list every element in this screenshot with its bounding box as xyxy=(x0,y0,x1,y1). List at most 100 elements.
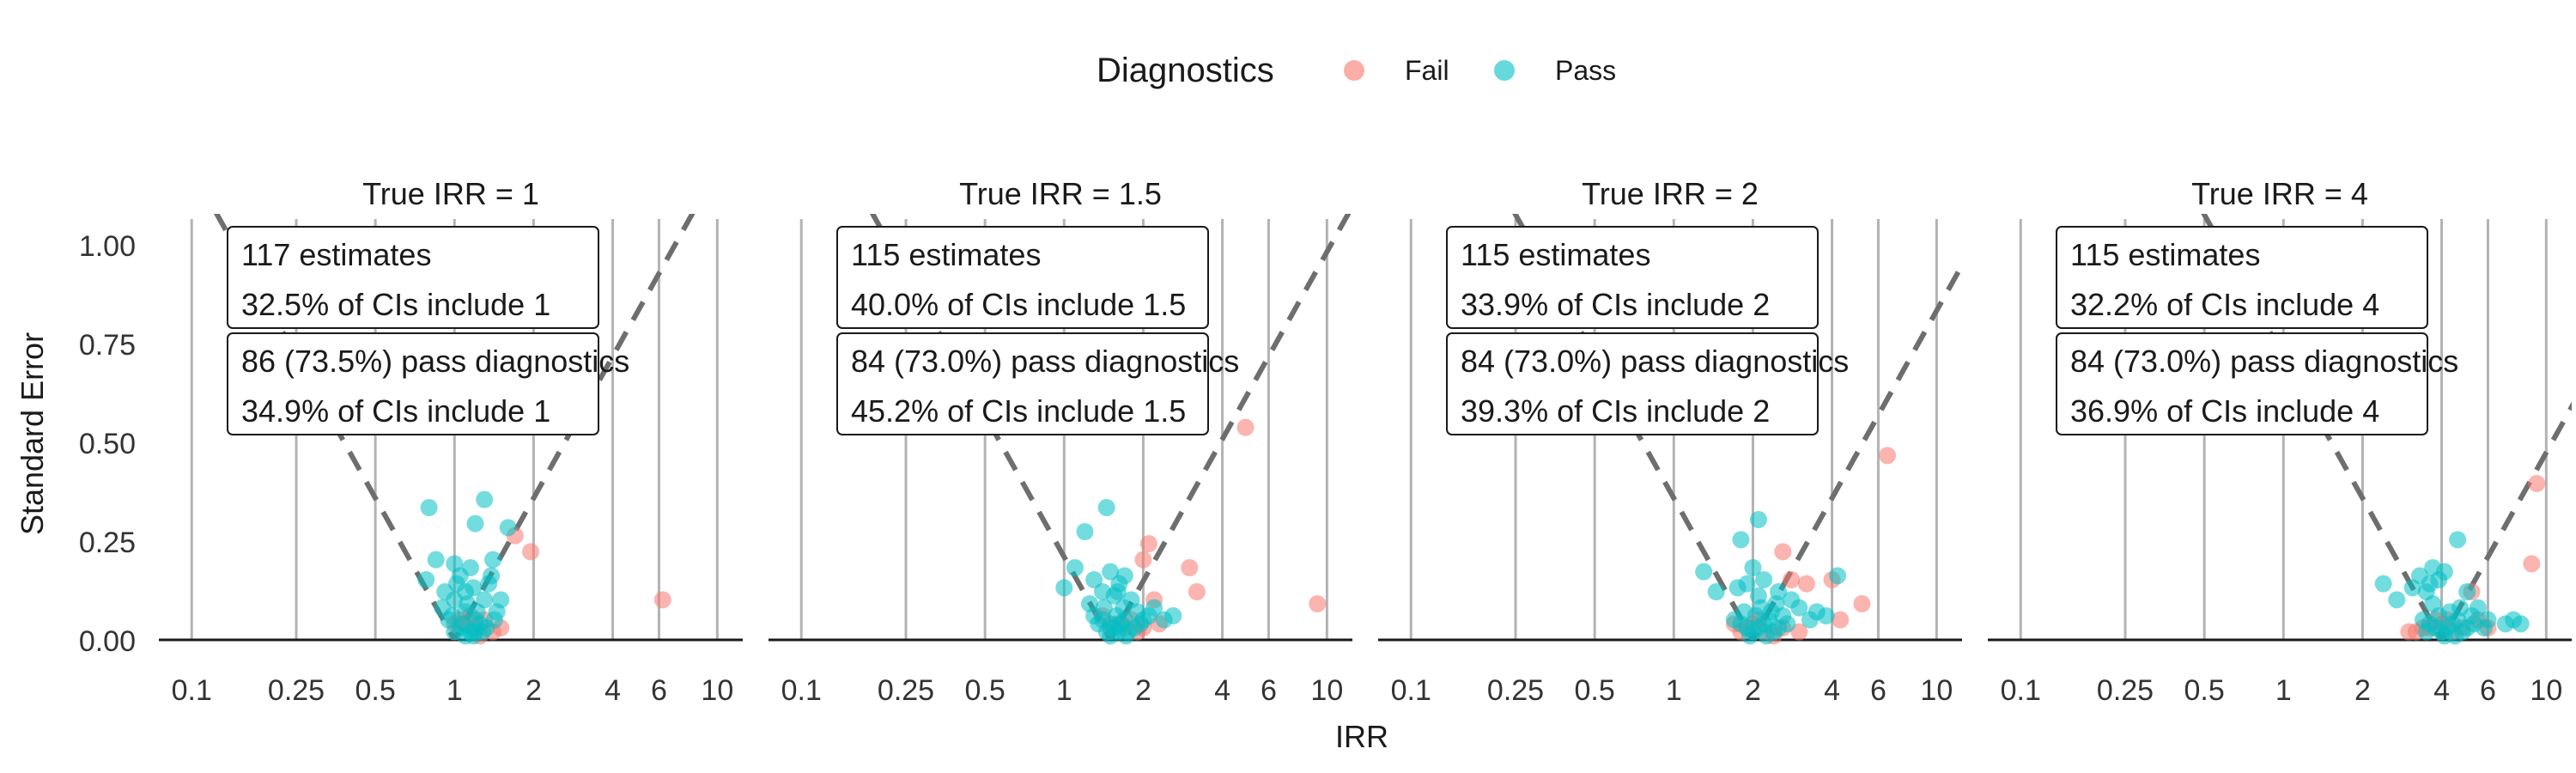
fail-point xyxy=(1853,595,1871,612)
annotation-pass-diagnostics: 84 (73.0%) pass diagnostics 45.2% of CIs … xyxy=(836,332,1239,435)
pass-point xyxy=(1097,499,1115,516)
annotation-line: 117 estimates xyxy=(241,237,431,272)
legend-pass-swatch xyxy=(1494,60,1515,81)
pass-point xyxy=(2446,627,2464,645)
pass-point xyxy=(2417,623,2435,641)
annotation-line: 115 estimates xyxy=(851,237,1041,272)
annotation-line: 40.0% of CIs include 1.5 xyxy=(851,287,1186,322)
pass-point xyxy=(417,571,435,588)
x-tick-label: 10 xyxy=(1920,674,1953,707)
pass-point xyxy=(483,567,501,585)
x-tick-label: 1 xyxy=(2275,674,2292,707)
x-tick-label: 1 xyxy=(447,674,463,707)
facet-title: True IRR = 2 xyxy=(1582,176,1759,211)
facet-panel: True IRR = 4 0.1 0.25 0.5 1 2 4 6 10 115 estimate… xyxy=(1988,176,2572,707)
annotation-pass-diagnostics: 86 (73.5%) pass diagnostics 34.9% of CIs … xyxy=(227,332,629,435)
pass-point xyxy=(1744,559,1762,576)
fail-point xyxy=(653,591,671,609)
pass-point xyxy=(2475,619,2493,636)
x-tick-label: 6 xyxy=(651,674,667,707)
pass-point xyxy=(1767,595,1785,612)
pass-point xyxy=(485,611,503,629)
pass-point xyxy=(1076,523,1094,540)
pass-point xyxy=(1095,599,1113,617)
pass-point xyxy=(466,514,484,533)
annotation-all-estimates: 115 estimates 40.0% of CIs include 1.5 xyxy=(836,226,1209,329)
facet-panel: True IRR = 1.5 0.1 0.25 0.5 1 2 4 6 10 115 estima… xyxy=(769,176,1352,707)
pass-point xyxy=(2435,563,2453,581)
pass-point xyxy=(454,615,472,633)
x-tick-label: 0.25 xyxy=(1487,674,1544,707)
x-tick-label: 2 xyxy=(2354,674,2371,707)
pass-point xyxy=(484,551,502,569)
x-tick-label: 0.5 xyxy=(965,674,1005,707)
pass-point xyxy=(1108,607,1126,624)
y-tick-label: 0.75 xyxy=(79,329,136,362)
legend-pass-label: Pass xyxy=(1555,55,1616,86)
x-tick-label: 1 xyxy=(1056,674,1072,707)
x-tick-label: 0.25 xyxy=(268,674,325,707)
pass-point xyxy=(427,551,445,569)
pass-point xyxy=(2449,531,2467,549)
x-tick-label: 0.1 xyxy=(781,674,822,707)
x-tick-label: 4 xyxy=(605,674,621,707)
y-axis: 0.00 0.25 0.50 0.75 1.00 xyxy=(79,230,136,658)
annotation-line: 33.9% of CIs include 2 xyxy=(1461,287,1770,322)
x-tick-label: 10 xyxy=(701,674,733,707)
pass-point xyxy=(1102,563,1120,581)
fail-point xyxy=(522,543,540,561)
x-tick-label: 0.1 xyxy=(2001,674,2041,707)
pass-point xyxy=(1145,599,1163,617)
facet-panel: True IRR = 1 0.1 0.25 0.5 1 2 4 6 10 117 estimate… xyxy=(159,176,743,707)
pass-point xyxy=(1117,627,1135,645)
facet-title: True IRR = 1.5 xyxy=(959,176,1162,211)
annotation-line: 84 (73.0%) pass diagnostics xyxy=(2070,344,2458,379)
pass-point xyxy=(1707,583,1725,600)
pass-point xyxy=(499,519,517,537)
fail-point xyxy=(1134,551,1152,569)
fail-point xyxy=(1832,611,1850,629)
x-tick-label: 2 xyxy=(1135,674,1151,707)
x-tick-label: 0.25 xyxy=(2097,674,2154,707)
pass-point xyxy=(1090,615,1108,633)
pass-point xyxy=(1738,575,1756,593)
pass-point xyxy=(465,579,483,597)
annotation-line: 36.9% of CIs include 4 xyxy=(2070,393,2379,429)
y-tick-label: 0.25 xyxy=(79,526,136,559)
pass-point xyxy=(2388,591,2406,609)
x-axis-title: IRR xyxy=(1335,719,1388,754)
y-tick-label: 1.00 xyxy=(79,230,136,263)
pass-point xyxy=(1085,571,1103,588)
pass-point xyxy=(2458,583,2476,600)
x-tick-label: 0.5 xyxy=(2184,674,2225,707)
fail-point xyxy=(1188,583,1206,600)
pass-point xyxy=(2374,575,2392,593)
pass-point xyxy=(420,499,438,516)
annotation-all-estimates: 117 estimates 32.5% of CIs include 1 xyxy=(227,226,599,329)
y-tick-label: 0.50 xyxy=(79,428,136,460)
pass-point xyxy=(2424,595,2442,612)
x-tick-label: 6 xyxy=(1870,674,1886,707)
fail-point xyxy=(1139,535,1157,552)
annotation-line: 115 estimates xyxy=(2070,237,2260,272)
annotation-all-estimates: 115 estimates 32.2% of CIs include 4 xyxy=(2056,226,2428,329)
x-tick-label: 4 xyxy=(1214,674,1230,707)
facet-title: True IRR = 1 xyxy=(362,176,539,211)
fail-point xyxy=(2523,555,2541,573)
annotation-all-estimates: 115 estimates 33.9% of CIs include 2 xyxy=(1446,226,1819,329)
x-tick-label: 0.5 xyxy=(1575,674,1615,707)
annotation-line: 45.2% of CIs include 1.5 xyxy=(851,393,1186,429)
facet-title: True IRR = 4 xyxy=(2191,176,2368,211)
pass-point xyxy=(1134,611,1152,629)
pass-point xyxy=(1164,607,1182,624)
facet-panel: True IRR = 2 0.1 0.25 0.5 1 2 4 6 10 115 estimate… xyxy=(1378,176,1962,707)
pass-point xyxy=(1817,607,1835,624)
x-tick-label: 10 xyxy=(1310,674,1343,707)
annotation-line: 115 estimates xyxy=(1461,237,1650,272)
y-tick-label: 0.00 xyxy=(79,625,136,658)
pass-point xyxy=(1110,575,1128,593)
annotation-pass-diagnostics: 84 (73.0%) pass diagnostics 39.3% of CIs … xyxy=(1446,332,1849,435)
pass-point xyxy=(474,623,492,641)
legend-fail-label: Fail xyxy=(1405,55,1449,86)
